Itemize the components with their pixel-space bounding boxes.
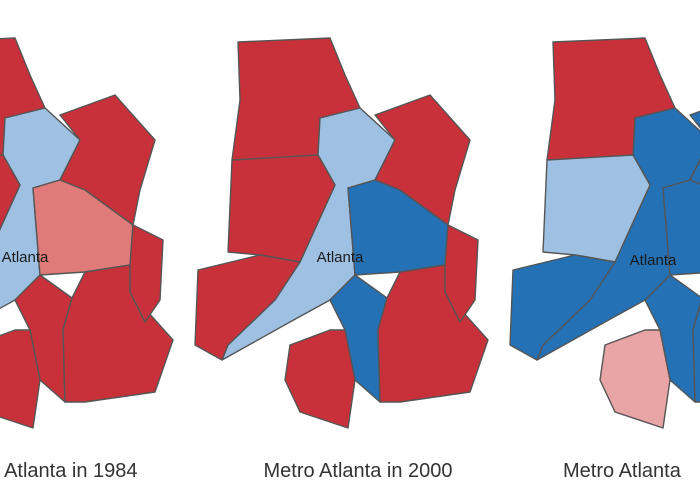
county xyxy=(599,329,671,429)
county xyxy=(444,224,479,323)
county xyxy=(662,179,700,276)
map-panel: Atlanta xyxy=(194,37,489,429)
county xyxy=(0,154,21,231)
city-label: Atlanta xyxy=(2,249,49,266)
city-label: Atlanta xyxy=(317,249,364,266)
county xyxy=(284,329,356,429)
county xyxy=(194,254,301,361)
map-panel: Atlanta xyxy=(0,37,174,429)
county xyxy=(62,264,174,403)
county xyxy=(377,264,489,403)
map-caption: Metro Atlanta in 2000 xyxy=(263,460,452,482)
county xyxy=(509,254,616,361)
county xyxy=(692,302,700,403)
county xyxy=(0,329,41,429)
map-panel: Atlanta xyxy=(509,37,700,429)
map-caption: Metro Atlanta in 1984 xyxy=(0,460,138,482)
county xyxy=(689,110,700,185)
city-label: Atlanta xyxy=(630,252,677,269)
map-caption: Metro Atlanta xyxy=(563,460,682,482)
county xyxy=(129,224,164,323)
